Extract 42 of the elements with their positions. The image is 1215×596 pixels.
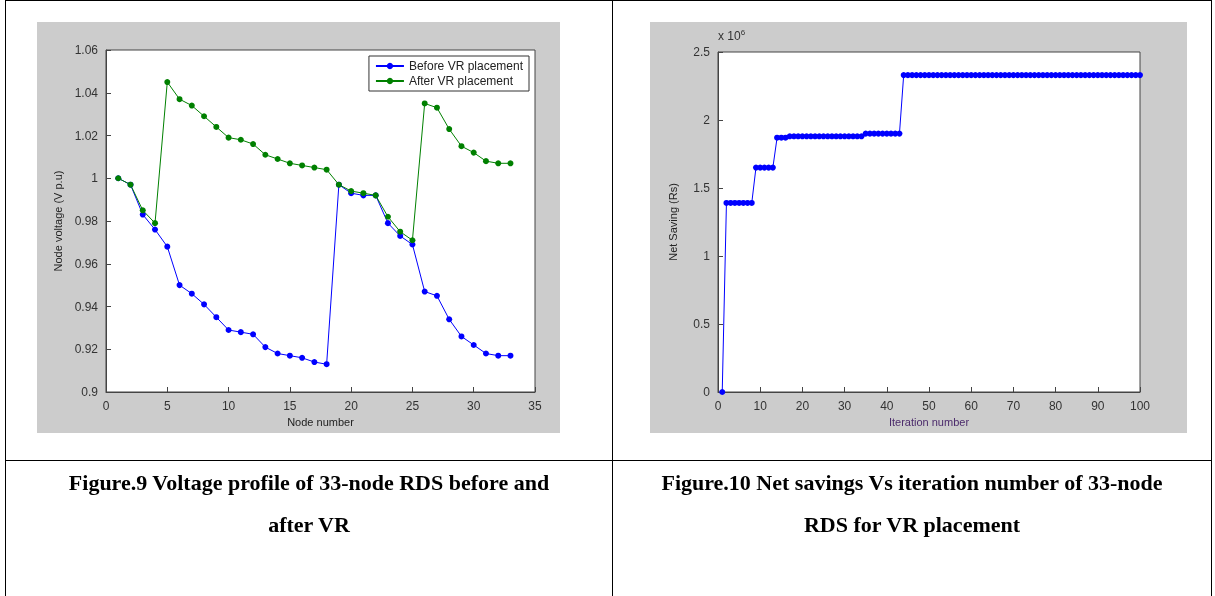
y-tick-label: 0.94 (74, 299, 99, 314)
legend-label: After VR placement (408, 74, 514, 88)
x-tick-label: 10 (753, 399, 768, 413)
x-tick-label: 20 (795, 399, 810, 413)
y-tick-label: 1 (91, 171, 99, 186)
x-tick-label: 60 (964, 399, 979, 413)
y-tick-label: 0.98 (74, 214, 99, 228)
y-tick-label: 1.5 (693, 181, 711, 195)
y-tick-label: 1.06 (74, 43, 99, 57)
y-tick-label: 0.92 (74, 342, 99, 357)
x-tick-label: 70 (1006, 399, 1021, 413)
y-tick-label: 2 (703, 113, 711, 127)
x-tick-label: 30 (837, 399, 852, 413)
x-tick-label: 0 (102, 399, 110, 413)
text: Figure.9 Voltage profile of 33-node RDS before and after VR (67, 469, 551, 539)
x-tick-label: 20 (344, 399, 359, 413)
y-tick-label: 1 (703, 249, 711, 263)
x-tick-label: 90 (1091, 399, 1105, 413)
legend-label: Before VR placement (408, 59, 524, 73)
x-tick-label: 35 (528, 399, 542, 413)
x-axis-title: Iteration number (888, 416, 970, 429)
y-tick-label: 2.5 (693, 45, 711, 59)
x-tick-label: 50 (922, 399, 936, 413)
x-tick-label: 10 (221, 399, 236, 413)
y-tick-label: 0.5 (693, 317, 711, 331)
x-tick-label: 30 (467, 399, 481, 413)
text: Figure.10 Net savings Vs iteration number of 33-node RDS for VR placement (660, 469, 1164, 539)
x-tick-label: 40 (880, 399, 894, 413)
y-axis-title: Net Saving (Rs) (666, 183, 679, 261)
x-tick-label: 0 (714, 399, 722, 413)
x-tick-label: 15 (283, 399, 297, 413)
x-tick-label: 80 (1048, 399, 1063, 413)
y-tick-label: 1.04 (74, 85, 99, 100)
y-tick-label: 0.9 (81, 385, 99, 399)
x-tick-label: 5 (163, 399, 171, 413)
x-axis-title: Node number (287, 416, 355, 429)
x-tick-label: 100 (1129, 399, 1151, 413)
y-tick-label: 0.96 (74, 256, 99, 271)
y-tick-label: 0 (703, 385, 711, 399)
y-axis-title: Node voltage (V p.u) (52, 170, 65, 272)
x-tick-label: 25 (405, 399, 420, 413)
y-tick-label: 1.02 (74, 128, 99, 143)
